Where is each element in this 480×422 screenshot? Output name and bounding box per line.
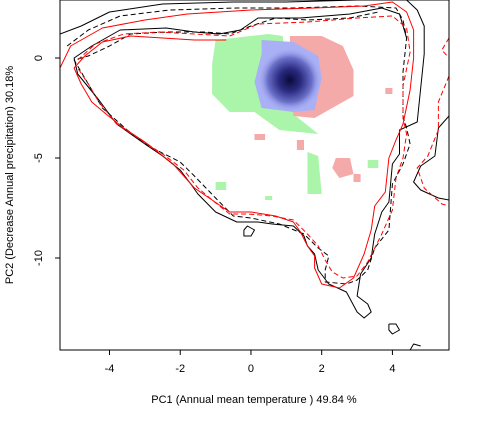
x-axis-title: PC1 (Annual mean temperature ) 49.84 %: [151, 394, 357, 406]
region-red-8: [353, 174, 361, 182]
plot-frame: [59, 0, 450, 351]
x-tick-label: 0: [248, 363, 254, 375]
contour-black-solid-4: [243, 225, 255, 237]
x-tick-label: 2: [319, 363, 325, 375]
y-axis-title: PC2 (Decrease Annual precipitation) 30.1…: [4, 66, 16, 285]
density-contours: [60, 0, 449, 350]
region-red-11: [385, 88, 393, 94]
contour-black-solid-0: [60, 0, 425, 319]
y-tick-label: -10: [33, 250, 45, 266]
axes: -4 -2 0 2 4 0 -5 -10: [33, 55, 395, 375]
contour-red-dashed-9: [441, 37, 449, 59]
contour-black-solid-7: [413, 115, 449, 201]
x-tick-label: 4: [389, 363, 395, 375]
y-tick-label: 0: [33, 55, 45, 61]
y-tick-label: -5: [33, 153, 45, 163]
contour-red-solid-2: [60, 1, 415, 289]
density-peak: [258, 48, 322, 112]
region-red-9: [296, 140, 304, 150]
x-tick-label: -4: [105, 363, 115, 375]
contour-black-solid-5: [388, 323, 400, 335]
region-green-6: [367, 160, 379, 168]
region-red-10: [254, 134, 266, 140]
contour-red-dashed-3: [77, 15, 411, 279]
region-green-4: [215, 182, 227, 190]
niche-regions: [212, 34, 393, 200]
contour-black-solid-6: [409, 343, 421, 350]
contour-red-dashed-8: [416, 75, 449, 207]
region-green-3: [307, 152, 322, 194]
x-tick-label: -2: [175, 363, 185, 375]
region-red-7: [332, 158, 354, 178]
region-green-5: [265, 196, 273, 200]
